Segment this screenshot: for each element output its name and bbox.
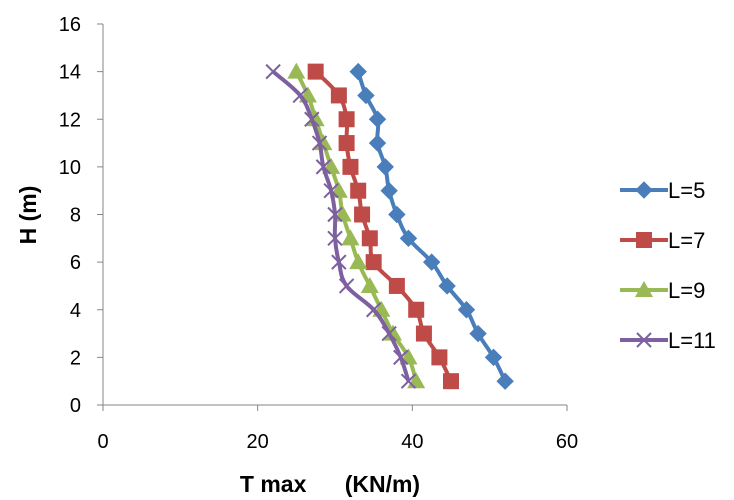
x-marker	[292, 87, 308, 104]
diamond-marker	[484, 348, 503, 367]
triangle-marker	[287, 62, 306, 79]
x-marker	[304, 111, 320, 127]
square-marker	[415, 325, 432, 342]
square-marker	[361, 230, 378, 247]
legend-label: L=5	[668, 178, 705, 203]
square-marker	[408, 301, 425, 318]
series-l-5	[349, 62, 514, 390]
y-tick-label: 4	[70, 300, 81, 322]
diamond-marker	[635, 181, 653, 199]
diamond-marker	[368, 110, 387, 128]
square-marker	[365, 254, 382, 271]
square-marker	[307, 63, 324, 80]
square-marker	[338, 135, 355, 152]
x-marker	[365, 302, 382, 318]
x-marker-stroke	[331, 254, 347, 270]
diamond-marker	[469, 324, 487, 343]
x-tick-label: 0	[97, 431, 108, 453]
diamond-marker	[376, 158, 394, 176]
legend-item-l-9: L=9	[620, 278, 705, 303]
triangle-marker	[360, 276, 379, 293]
square-marker	[388, 277, 405, 294]
y-axis-title: H (m)	[15, 186, 41, 245]
x-marker-stroke	[304, 111, 320, 127]
triangle-marker	[349, 253, 368, 270]
x-tick-label: 60	[556, 431, 578, 453]
axes: 0 2 4 6 8 10 12 14 16 0 20 40 60	[59, 14, 578, 453]
x-marker-stroke	[381, 325, 397, 342]
diamond-marker	[380, 181, 398, 200]
legend-item-l-5: L=5	[620, 178, 705, 203]
diamond-marker	[496, 372, 514, 390]
y-tick-label: 10	[59, 157, 81, 179]
x-marker-stroke	[323, 182, 339, 199]
legend-item-l-11: L=11	[620, 328, 716, 353]
square-marker	[443, 373, 459, 390]
x-marker	[265, 63, 281, 80]
y-tick-label: 0	[70, 395, 81, 417]
series-l-11	[265, 63, 417, 389]
x-marker-stroke	[265, 63, 281, 80]
y-tick-label: 6	[70, 252, 81, 274]
x-marker	[338, 278, 355, 294]
diamond-marker	[388, 205, 406, 224]
x-marker	[311, 135, 328, 151]
square-marker	[342, 158, 359, 175]
x-marker	[393, 349, 409, 366]
x-marker-stroke	[315, 159, 332, 175]
x-marker	[400, 373, 417, 389]
diamond-marker	[422, 253, 441, 271]
legend-label: L=7	[668, 228, 705, 253]
y-tick-label: 12	[59, 109, 81, 131]
diamond-marker	[357, 86, 375, 105]
x-marker	[327, 230, 343, 247]
square-marker	[330, 87, 347, 104]
x-marker-stroke	[338, 278, 355, 294]
triangle-marker	[635, 281, 653, 297]
x-tick-label: 40	[401, 431, 423, 453]
diamond-marker	[438, 277, 456, 295]
diamond-marker	[368, 134, 387, 152]
x-marker-stroke	[636, 332, 652, 348]
y-tick-label: 16	[59, 14, 81, 36]
y-tick-label: 8	[70, 205, 81, 227]
diamond-marker	[399, 229, 418, 248]
x-marker-stroke	[400, 373, 417, 389]
x-marker-stroke	[365, 302, 382, 318]
x-axis-title: T max (KN/m)	[240, 471, 420, 497]
triangle-marker	[384, 324, 402, 341]
x-marker	[315, 159, 332, 175]
legend-label: L=9	[668, 278, 705, 303]
diamond-marker	[349, 62, 367, 81]
x-marker	[381, 325, 397, 342]
square-marker	[350, 182, 367, 199]
diamond-marker	[457, 301, 476, 319]
y-tick-label: 14	[59, 62, 81, 84]
y-tick-label: 2	[70, 347, 81, 369]
x-marker	[331, 254, 347, 270]
legend-label: L=11	[668, 328, 716, 353]
square-marker	[354, 206, 371, 223]
x-marker-stroke	[311, 135, 328, 151]
x-marker-stroke	[292, 87, 308, 104]
series-l-7	[307, 63, 459, 390]
x-marker-stroke	[327, 230, 343, 247]
x-marker-stroke	[393, 349, 409, 366]
legend-item-l-7: L=7	[620, 228, 705, 253]
triangle-marker	[341, 229, 360, 246]
x-marker	[323, 182, 339, 199]
x-marker	[327, 206, 343, 223]
x-tick-label: 20	[247, 431, 269, 453]
square-marker	[338, 111, 355, 128]
square-marker	[636, 232, 652, 248]
x-marker	[636, 332, 652, 348]
plot-area	[265, 62, 514, 390]
square-marker	[431, 349, 448, 366]
x-marker-stroke	[327, 206, 343, 223]
legend: L=5 L=7 L=9 L=11	[620, 178, 716, 353]
